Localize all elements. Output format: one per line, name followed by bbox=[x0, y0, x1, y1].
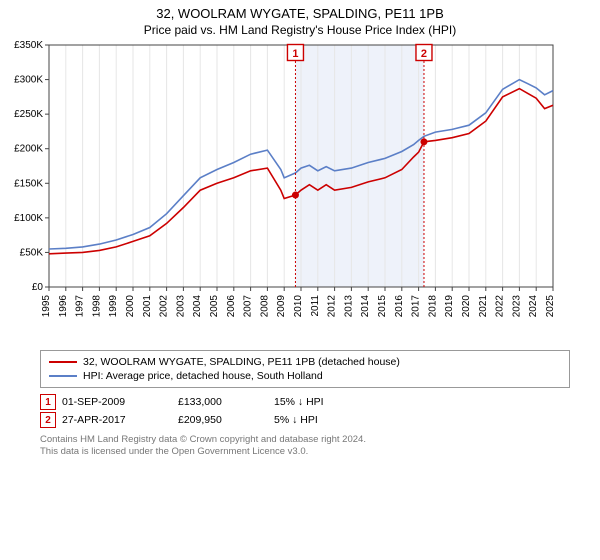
sale-row: 1 01-SEP-2009 £133,000 15% ↓ HPI bbox=[40, 394, 570, 410]
footer: Contains HM Land Registry data © Crown c… bbox=[40, 434, 570, 459]
legend-row: 32, WOOLRAM WYGATE, SPALDING, PE11 1PB (… bbox=[49, 355, 561, 369]
chart-container: { "title": "32, WOOLRAM WYGATE, SPALDING… bbox=[0, 0, 600, 459]
svg-text:£200K: £200K bbox=[14, 144, 43, 155]
line-chart: £0 £50K £100K £150K £200K £250K £300K £350K 1995… bbox=[5, 41, 565, 341]
svg-text:1995: 1995 bbox=[41, 295, 52, 318]
svg-text:£350K: £350K bbox=[14, 41, 43, 51]
svg-text:2013: 2013 bbox=[343, 295, 354, 318]
svg-text:2002: 2002 bbox=[159, 295, 170, 318]
svg-text:2009: 2009 bbox=[276, 295, 287, 318]
page-title: 32, WOOLRAM WYGATE, SPALDING, PE11 1PB bbox=[0, 0, 600, 21]
svg-text:1996: 1996 bbox=[58, 295, 69, 318]
svg-text:2010: 2010 bbox=[293, 295, 304, 318]
svg-text:£150K: £150K bbox=[14, 178, 43, 189]
legend-swatch bbox=[49, 375, 77, 377]
legend-label: 32, WOOLRAM WYGATE, SPALDING, PE11 1PB (… bbox=[83, 356, 400, 368]
svg-text:2017: 2017 bbox=[411, 295, 422, 318]
sale-row: 2 27-APR-2017 £209,950 5% ↓ HPI bbox=[40, 412, 570, 428]
sale-diff: 5% ↓ HPI bbox=[274, 414, 364, 426]
svg-text:2025: 2025 bbox=[545, 295, 556, 318]
svg-text:£300K: £300K bbox=[14, 75, 43, 86]
svg-text:2016: 2016 bbox=[394, 295, 405, 318]
page-subtitle: Price paid vs. HM Land Registry's House … bbox=[0, 21, 600, 41]
svg-text:2011: 2011 bbox=[310, 295, 321, 317]
sale-marker-icon: 2 bbox=[40, 412, 56, 428]
svg-text:2: 2 bbox=[421, 48, 427, 60]
svg-text:2004: 2004 bbox=[192, 295, 203, 318]
sale-price: £209,950 bbox=[178, 414, 268, 426]
svg-text:£0: £0 bbox=[32, 282, 44, 293]
svg-text:2007: 2007 bbox=[243, 295, 254, 318]
svg-text:2022: 2022 bbox=[495, 295, 506, 318]
svg-text:2006: 2006 bbox=[226, 295, 237, 318]
footer-line: This data is licensed under the Open Gov… bbox=[40, 446, 570, 458]
sale-date: 01-SEP-2009 bbox=[62, 396, 172, 408]
svg-text:2000: 2000 bbox=[125, 295, 136, 318]
svg-text:1999: 1999 bbox=[108, 295, 119, 318]
sale-diff: 15% ↓ HPI bbox=[274, 396, 364, 408]
svg-text:2023: 2023 bbox=[511, 295, 522, 318]
svg-text:2015: 2015 bbox=[377, 295, 388, 318]
svg-text:2008: 2008 bbox=[259, 295, 270, 318]
footer-line: Contains HM Land Registry data © Crown c… bbox=[40, 434, 570, 446]
svg-text:2019: 2019 bbox=[444, 295, 455, 318]
svg-text:2001: 2001 bbox=[142, 295, 153, 318]
svg-text:1: 1 bbox=[292, 48, 298, 60]
svg-text:2018: 2018 bbox=[427, 295, 438, 318]
svg-text:£100K: £100K bbox=[14, 213, 43, 224]
svg-text:1997: 1997 bbox=[75, 295, 86, 318]
svg-text:2005: 2005 bbox=[209, 295, 220, 318]
svg-text:2003: 2003 bbox=[175, 295, 186, 318]
sale-price: £133,000 bbox=[178, 396, 268, 408]
svg-text:2012: 2012 bbox=[327, 295, 338, 318]
svg-text:2024: 2024 bbox=[528, 295, 539, 318]
chart-area: £0 £50K £100K £150K £200K £250K £300K £350K 1995… bbox=[5, 41, 595, 346]
svg-text:£50K: £50K bbox=[20, 247, 44, 258]
legend-label: HPI: Average price, detached house, Sout… bbox=[83, 370, 323, 382]
legend: 32, WOOLRAM WYGATE, SPALDING, PE11 1PB (… bbox=[40, 350, 570, 388]
svg-text:2014: 2014 bbox=[360, 295, 371, 318]
legend-row: HPI: Average price, detached house, Sout… bbox=[49, 369, 561, 383]
svg-text:2021: 2021 bbox=[478, 295, 489, 318]
sale-marker-icon: 1 bbox=[40, 394, 56, 410]
svg-text:£250K: £250K bbox=[14, 109, 43, 120]
svg-text:1998: 1998 bbox=[91, 295, 102, 318]
sale-date: 27-APR-2017 bbox=[62, 414, 172, 426]
svg-text:2020: 2020 bbox=[461, 295, 472, 318]
legend-swatch bbox=[49, 361, 77, 363]
